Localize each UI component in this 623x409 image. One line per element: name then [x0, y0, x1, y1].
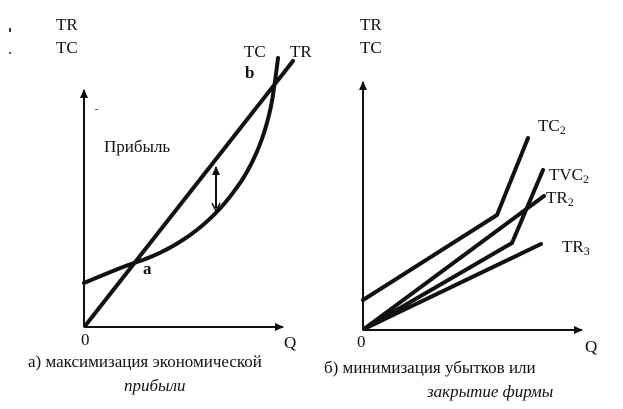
panel-a-point-a: a [143, 259, 152, 278]
panel-a-tr-label: TR [290, 42, 312, 61]
panel-b-origin-label: 0 [357, 332, 366, 351]
panel-b-tvc2-line [362, 168, 545, 331]
panel-a-y-label-tc: TC [56, 38, 78, 57]
panel-b-x-label-q: Q [585, 337, 597, 356]
panel-a-tc-curve [82, 56, 280, 285]
panel-b-tr2-line [362, 194, 546, 331]
panel-b-tc2-line [361, 136, 530, 302]
panel-a-point-b: b [245, 63, 254, 82]
panel-b-caption-line2: закрытие фирмы [426, 382, 553, 401]
panel-b-caption-line1: б) минимизация убытков или [324, 358, 536, 377]
panel-b-y-label-tr: TR [360, 15, 382, 34]
panel-b-y-label-tc: TC [360, 38, 382, 57]
panel-a-y-label-tr: TR [56, 15, 78, 34]
panel-b-tr3-label: TR3 [562, 237, 590, 258]
panel-b-tc2-label: TC2 [538, 116, 566, 137]
panel-a-origin-label: 0 [81, 330, 90, 349]
panel-b-tr2-label: TR2 [546, 188, 574, 209]
panel-a-profit-maximization: TR TC 0 Q Прибыль a b TC TR а) максимиза… [28, 15, 312, 395]
scan-artifacts [9, 28, 98, 110]
panel-a-profit-label: Прибыль [104, 137, 170, 156]
panel-a-caption-line2: прибыли [124, 376, 185, 395]
panel-b-loss-minimization: TR TC 0 Q TC2 TVC2 TR2 TR3 б) минимизаци… [324, 15, 597, 401]
panel-a-x-label-q: Q [284, 333, 296, 352]
panel-b-tr3-line [362, 242, 543, 331]
panel-a-tr-line [83, 59, 295, 328]
panel-a-tc-label: TC [244, 42, 266, 61]
panel-b-tvc2-label: TVC2 [549, 165, 589, 186]
panel-a-caption-line1: а) максимизация экономической [28, 352, 262, 371]
panel-a-profit-arrow-tail [211, 202, 221, 213]
